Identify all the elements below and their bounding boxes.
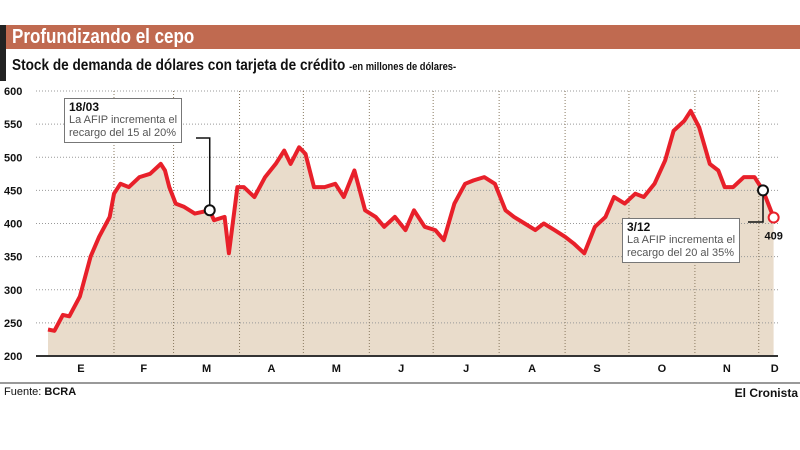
y-tick-label: 350 [4,252,22,264]
x-tick-label: E [77,363,84,375]
annotation-date: 3/12 [627,220,651,234]
x-tick-label: N [723,363,731,375]
brand-name: El Cronista [734,386,798,400]
x-tick-label: J [463,363,469,375]
annotation-text: La AFIP incrementa el [69,114,178,126]
x-tick-label: D [771,363,779,375]
y-tick-label: 550 [4,119,22,131]
unit-label: -en millones de dólares- [349,61,457,73]
annotation-text: recargo del 20 al 35% [627,247,735,259]
y-tick-label: 250 [4,318,22,330]
x-tick-label: A [528,363,536,375]
x-tick-label: S [593,363,600,375]
source-name: BCRA [44,386,77,398]
last-value-label: 409 [764,231,782,243]
y-tick-label: 600 [4,86,22,98]
title-accent-bar [0,25,6,81]
data-line [47,108,776,333]
x-tick-label: O [658,363,667,375]
annotation-box-march: 18/03 La AFIP incrementa el recargo del … [64,98,183,143]
x-tick-label: A [267,363,275,375]
annotation-connector [196,137,211,211]
annotation-text: La AFIP incrementa el [627,234,736,246]
x-tick-label: M [332,363,341,375]
y-tick-label: 200 [4,351,22,363]
chart-title: Profundizando el cepo [12,26,195,48]
x-tick-label: M [202,363,211,375]
annotation-marker [757,184,770,197]
annotation-text: recargo del 15 al 20% [69,127,177,139]
x-tick-label: J [398,363,404,375]
x-tick-label: F [140,363,147,375]
footer-divider [0,382,800,384]
y-tick-label: 450 [4,185,22,197]
title-banner [0,25,800,49]
chart-subtitle: Stock de demanda de dólares con tarjeta … [12,57,456,75]
area-fill [48,110,774,357]
source-note: Fuente: BCRA [4,386,76,398]
annotation-box-december: 3/12 La AFIP incrementa el recargo del 2… [622,218,741,263]
y-tick-label: 400 [4,219,22,231]
annotation-connector [748,190,764,223]
source-label: Fuente: [4,386,42,398]
subtitle-text: Stock de demanda de dólares con tarjeta … [12,57,346,74]
annotation-date: 18/03 [69,100,100,114]
last-value-marker [767,211,780,224]
y-tick-label: 500 [4,152,22,164]
annotation-marker [203,204,216,217]
y-tick-label: 300 [4,285,22,297]
